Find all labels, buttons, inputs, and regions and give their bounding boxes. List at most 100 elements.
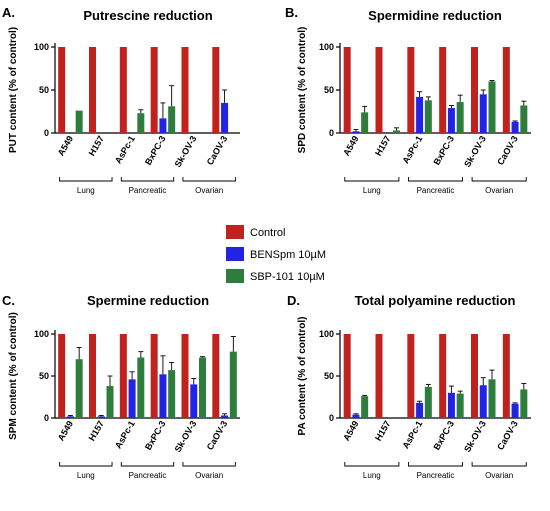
x-tick-label: AsPc-1 [400, 134, 424, 165]
bar-control-H157 [375, 334, 383, 418]
group-label: Lung [363, 471, 381, 480]
bar-sbp-CaOV-3 [229, 351, 237, 418]
x-tick-label: A549 [56, 134, 75, 158]
legend-label-bens: BENSpm 10µM [250, 249, 326, 261]
bar-control-AsPc-1 [119, 47, 127, 133]
bar-sbp-A549 [361, 396, 369, 418]
group-label: Pancreatic [417, 471, 455, 480]
bar-control-Sk-OV-3 [181, 334, 189, 418]
bar-sbp-A549 [75, 359, 83, 418]
x-tick-label: Sk-OV-3 [173, 419, 199, 454]
bar-control-BxPC-3 [439, 47, 447, 133]
bar-control-CaOV-3 [212, 334, 220, 418]
legend-swatch-bens [226, 247, 244, 261]
bar-sbp-CaOV-3 [520, 389, 528, 418]
legend-label-sbp: SBP-101 10µM [250, 271, 325, 283]
bar-control-A549 [58, 47, 66, 133]
bar-sbp-BxPC-3 [168, 370, 176, 418]
bar-control-A549 [343, 334, 351, 418]
y-tick-label: 100 [34, 329, 49, 339]
bar-control-CaOV-3 [212, 47, 220, 133]
x-tick-label: BxPC-3 [143, 419, 168, 452]
group-bracket [59, 177, 113, 182]
bar-bens-BxPC-3 [447, 392, 455, 418]
chart-panel-2: B. Spermidine reduction SPD content (% of … [285, 5, 531, 195]
x-tick-label: AsPc-1 [113, 134, 137, 165]
bar-control-BxPC-3 [439, 334, 447, 418]
chart-panel-1: A. Putrescine reduction PUT content (% of … [2, 5, 240, 195]
bar-bens-BxPC-3 [447, 108, 455, 133]
y-axis-label: PUT content (% of control) [8, 27, 19, 153]
group-bracket [471, 177, 527, 182]
bar-control-A549 [58, 334, 66, 418]
x-tick-label: CaOV-3 [495, 134, 520, 167]
group-label: Ovarian [485, 471, 513, 480]
bar-control-CaOV-3 [502, 334, 510, 418]
bar-bens-CaOV-3 [221, 415, 229, 418]
bar-bens-H157 [97, 416, 105, 418]
bar-bens-AsPc-1 [416, 402, 424, 418]
bar-bens-Sk-OV-3 [479, 385, 487, 418]
group-bracket [120, 462, 175, 467]
y-tick-label: 50 [39, 85, 49, 95]
panel-label: D. [287, 293, 300, 308]
group-label: Lung [77, 186, 95, 195]
group-bracket [59, 462, 113, 467]
bar-sbp-AsPc-1 [424, 100, 432, 133]
chart-title: Putrescine reduction [83, 8, 212, 23]
y-tick-label: 100 [319, 329, 334, 339]
y-tick-label: 0 [329, 413, 334, 423]
x-tick-label: A549 [341, 419, 360, 443]
y-tick-label: 50 [39, 371, 49, 381]
bar-bens-Sk-OV-3 [479, 94, 487, 133]
bar-bens-Sk-OV-3 [190, 384, 198, 418]
chart-title: Total polyamine reduction [355, 293, 516, 308]
legend: Control BENSpm 10µM SBP-101 10µM [226, 225, 326, 283]
group-label: Ovarian [195, 471, 223, 480]
x-tick-label: Sk-OV-3 [173, 134, 199, 169]
legend-swatch-sbp [226, 269, 244, 283]
bar-control-BxPC-3 [150, 47, 158, 133]
y-axis-label: PA content (% of control) [297, 317, 308, 436]
chart-panel-3: C. Spermine reduction SPM content (% of co… [2, 293, 240, 480]
bar-sbp-H157 [106, 386, 114, 418]
bar-sbp-Sk-OV-3 [488, 379, 496, 418]
y-tick-label: 50 [324, 85, 334, 95]
bar-sbp-CaOV-3 [520, 105, 528, 133]
x-tick-label: BxPC-3 [431, 134, 456, 167]
x-tick-label: H157 [87, 134, 106, 158]
bar-bens-CaOV-3 [221, 102, 229, 133]
group-bracket [407, 462, 464, 467]
x-tick-label: A549 [341, 134, 360, 158]
bar-sbp-A549 [361, 112, 369, 133]
bar-bens-A549 [352, 131, 360, 133]
group-bracket [344, 177, 400, 182]
group-bracket [407, 177, 464, 182]
chart-panel-4: D. Total polyamine reduction PA content (%… [287, 293, 531, 480]
bar-sbp-Sk-OV-3 [488, 81, 496, 133]
bar-sbp-AsPc-1 [137, 357, 145, 418]
bar-control-A549 [343, 47, 351, 133]
x-tick-label: H157 [373, 419, 392, 443]
group-label: Pancreatic [417, 186, 455, 195]
bar-bens-BxPC-3 [159, 118, 167, 133]
group-bracket [120, 177, 175, 182]
bar-control-CaOV-3 [502, 47, 510, 133]
bar-control-Sk-OV-3 [471, 334, 478, 418]
y-tick-label: 0 [329, 128, 334, 138]
bar-bens-AsPc-1 [416, 96, 424, 133]
y-tick-label: 0 [44, 413, 49, 423]
group-label: Ovarian [195, 186, 223, 195]
bar-control-Sk-OV-3 [181, 47, 189, 133]
bar-control-H157 [89, 334, 96, 418]
panel-label: A. [2, 5, 15, 20]
bar-control-H157 [375, 47, 383, 133]
x-tick-label: CaOV-3 [205, 419, 230, 452]
group-label: Pancreatic [129, 186, 167, 195]
bar-control-Sk-OV-3 [471, 47, 478, 133]
x-tick-label: AsPc-1 [113, 419, 137, 450]
bar-control-AsPc-1 [407, 47, 415, 133]
y-tick-label: 50 [324, 371, 334, 381]
bar-sbp-H157 [393, 130, 400, 133]
